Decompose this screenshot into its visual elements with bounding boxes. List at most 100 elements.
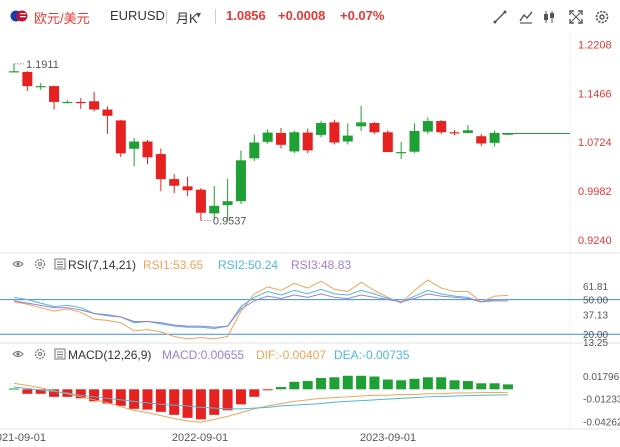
rsi-axis-tick: 13.25 bbox=[583, 338, 608, 349]
macd-header: MACD(12,26,9) MACD:0.00655 DIF:-0.00407 … bbox=[12, 348, 612, 364]
rsi-series-line bbox=[13, 293, 508, 328]
macd-bar bbox=[209, 389, 220, 415]
dea-line bbox=[13, 386, 508, 410]
macd-params: (12,26,9) bbox=[103, 348, 152, 362]
symbol-code: EURUSD bbox=[110, 8, 165, 23]
indicator-menu-icon[interactable] bbox=[54, 258, 66, 273]
macd-bar bbox=[329, 377, 340, 390]
candle-body bbox=[49, 86, 60, 102]
candle-body bbox=[89, 101, 100, 110]
price-axis-tick: 1.1466 bbox=[578, 88, 612, 100]
macd-bar bbox=[289, 381, 300, 390]
visibility-toggle-icon[interactable] bbox=[12, 348, 24, 363]
indicator-settings-icon[interactable] bbox=[34, 258, 46, 273]
candle-body bbox=[489, 132, 500, 143]
candle-body bbox=[449, 132, 460, 134]
candle-body bbox=[502, 133, 513, 135]
macd-bar bbox=[369, 376, 380, 390]
rsi-series-line bbox=[13, 279, 508, 340]
candle-body bbox=[222, 201, 233, 206]
eu-us-flag-icon bbox=[10, 10, 28, 22]
macd-bar bbox=[462, 381, 473, 390]
macd-bar bbox=[502, 384, 513, 390]
macd-bar bbox=[195, 389, 206, 420]
divider bbox=[166, 9, 167, 24]
rsi3-label: RSI3:48.83 bbox=[291, 258, 352, 272]
macd-bar bbox=[75, 389, 86, 399]
rsi-axis-tick: 50.00 bbox=[583, 296, 608, 307]
macd-bar bbox=[169, 389, 180, 415]
candle-body bbox=[142, 141, 153, 158]
macd-bar bbox=[489, 383, 500, 390]
candle-body bbox=[356, 122, 367, 127]
macd-bar bbox=[276, 387, 286, 390]
rsi-axis-tick: 61.81 bbox=[583, 282, 608, 293]
macd-bar bbox=[262, 389, 273, 391]
candle-body bbox=[102, 109, 113, 116]
macd-bar bbox=[35, 389, 46, 394]
macd-bar bbox=[142, 389, 153, 410]
period-selector[interactable]: 月K bbox=[176, 11, 198, 26]
macd-bar bbox=[436, 377, 447, 390]
candle-body bbox=[35, 86, 46, 88]
candle-body bbox=[115, 120, 126, 154]
macd-bar bbox=[249, 389, 260, 397]
macd-axis-tick: 0.01796 bbox=[583, 372, 620, 383]
pair-name[interactable]: 欧元/美元 bbox=[34, 11, 90, 26]
indicator-menu-icon[interactable] bbox=[54, 348, 66, 363]
fullscreen-icon[interactable] bbox=[568, 9, 584, 25]
x-axis-tick: 2021-09-01 bbox=[0, 432, 46, 444]
candle-body bbox=[129, 141, 140, 149]
candle-body bbox=[289, 132, 300, 152]
candle-body bbox=[155, 154, 166, 180]
macd-name: MACD bbox=[68, 348, 104, 362]
macd-bar bbox=[476, 383, 487, 390]
macd-bar bbox=[302, 381, 313, 390]
rsi-name: RSI bbox=[68, 258, 89, 272]
macd-bar bbox=[102, 389, 113, 404]
rsi-axis-tick: 20.00 bbox=[583, 330, 608, 341]
macd-bar bbox=[316, 378, 327, 390]
candle-body bbox=[462, 130, 473, 133]
rsi-header: RSI(7,14,21) RSI1:53.65 RSI2:50.24 RSI3:… bbox=[12, 258, 612, 274]
x-axis-tick: 2023-09-01 bbox=[360, 432, 416, 444]
price-axis-tick: 1.0724 bbox=[578, 137, 612, 149]
line-draw-icon[interactable] bbox=[492, 9, 508, 25]
rsi2-label: RSI2:50.24 bbox=[218, 258, 279, 272]
macd-bar bbox=[182, 389, 193, 418]
candle-body bbox=[422, 121, 433, 132]
price-change-pct: +0.07% bbox=[340, 8, 385, 23]
rsi-params: (7,14,21) bbox=[88, 258, 137, 272]
divider bbox=[215, 9, 216, 24]
candle-body bbox=[302, 132, 313, 151]
macd-bar bbox=[155, 389, 166, 412]
candle-body bbox=[209, 205, 220, 214]
macd-bar bbox=[129, 389, 140, 409]
indicator-settings-icon[interactable] bbox=[34, 348, 46, 363]
macd-bar bbox=[449, 380, 460, 390]
candle-body bbox=[62, 101, 73, 104]
candle-body bbox=[22, 71, 33, 87]
candle-body bbox=[75, 101, 86, 104]
candle-body bbox=[182, 186, 193, 191]
rsi1-label: RSI1:53.65 bbox=[143, 258, 204, 272]
candle-body bbox=[396, 152, 407, 154]
macd-axis-tick: -0.01233 bbox=[583, 395, 620, 406]
macd-bar bbox=[382, 379, 393, 390]
visibility-toggle-icon[interactable] bbox=[12, 258, 24, 273]
candle-body bbox=[316, 123, 327, 135]
chart-header: 欧元/美元 EURUSD 月K ▾ 1.0856 +0.0008 +0.07% bbox=[0, 0, 620, 32]
low-annotation: 0.9537 bbox=[213, 216, 247, 228]
macd-bar bbox=[409, 378, 420, 390]
candle-body bbox=[169, 179, 180, 186]
macd-bar bbox=[396, 380, 407, 390]
indicator-icon[interactable] bbox=[518, 9, 534, 25]
candle-type-icon[interactable] bbox=[541, 9, 557, 25]
macd-bar bbox=[22, 389, 33, 394]
macd-bar bbox=[222, 389, 233, 411]
settings-icon[interactable] bbox=[594, 9, 610, 25]
chevron-down-icon[interactable]: ▾ bbox=[196, 10, 202, 21]
dea-label: DEA:-0.00735 bbox=[334, 348, 410, 362]
price-axis-tick: 0.9982 bbox=[578, 186, 612, 198]
